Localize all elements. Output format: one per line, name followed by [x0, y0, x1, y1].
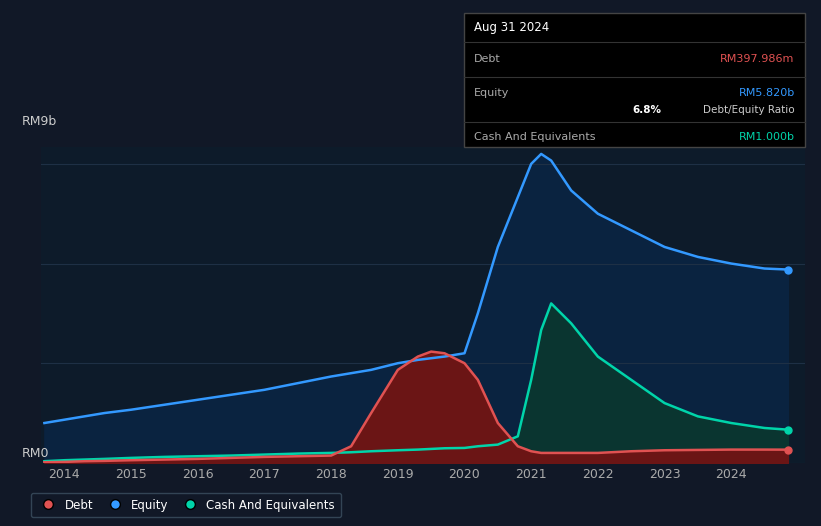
Text: Debt: Debt — [474, 54, 501, 65]
Text: RM0: RM0 — [22, 447, 49, 460]
Text: RM5.820b: RM5.820b — [738, 87, 795, 98]
Legend: Debt, Equity, Cash And Equivalents: Debt, Equity, Cash And Equivalents — [30, 493, 341, 518]
Text: 6.8%: 6.8% — [632, 105, 662, 115]
Text: Cash And Equivalents: Cash And Equivalents — [474, 132, 595, 143]
Text: Debt/Equity Ratio: Debt/Equity Ratio — [703, 105, 795, 115]
Text: RM397.986m: RM397.986m — [720, 54, 795, 65]
Text: RM1.000b: RM1.000b — [739, 132, 795, 143]
Text: Equity: Equity — [474, 87, 509, 98]
Text: RM9b: RM9b — [22, 115, 57, 128]
Text: Aug 31 2024: Aug 31 2024 — [474, 21, 549, 34]
